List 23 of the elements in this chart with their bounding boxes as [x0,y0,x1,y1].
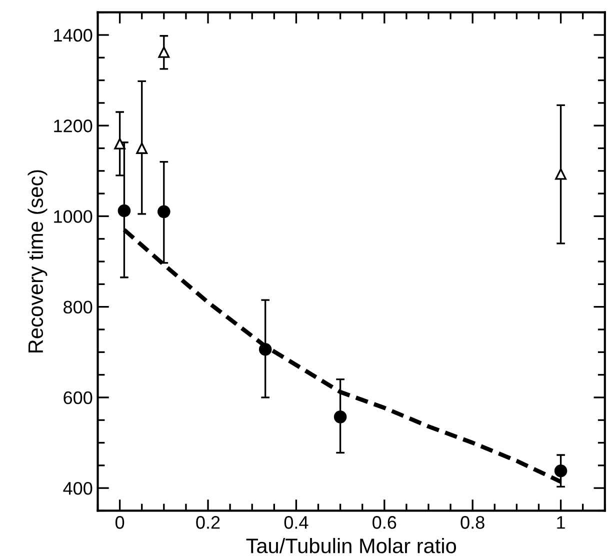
x-tick-label: 0.6 [372,516,396,529]
y-tick-label: 1400 [54,28,92,42]
x-axis-title: Tau/Tubulin Molar ratio [246,538,456,554]
point [554,464,568,478]
point [158,205,170,218]
point [114,138,126,150]
x-tick-label: 0.8 [460,516,484,529]
y-tick-label: 800 [64,300,92,314]
y-axis-title: Recovery time (sec) [28,170,48,352]
y-tick-label: 400 [63,482,92,495]
point [158,46,170,58]
y-tick-label: 600 [64,391,92,404]
x-tick-label: 0 [115,516,124,529]
point [555,168,566,180]
y-tick-label: 1000 [54,210,92,223]
point [136,142,148,154]
point [118,204,131,218]
x-tick-label: 0.4 [284,516,308,529]
point [334,410,347,424]
point [258,343,272,356]
x-tick-label: 1 [557,516,565,529]
x-tick-label: 0.2 [196,516,220,529]
y-tick-label: 1200 [54,120,92,132]
